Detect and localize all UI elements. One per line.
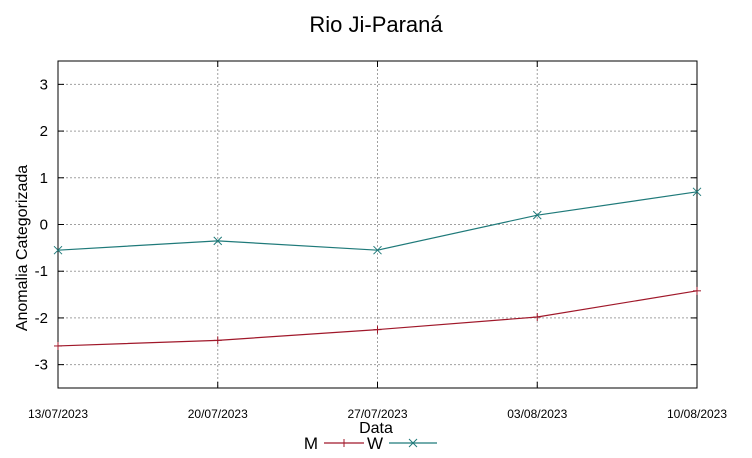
data-point-marker: [373, 245, 382, 255]
data-point-marker: [213, 236, 223, 246]
y-tick-label: 3: [40, 76, 48, 93]
y-tick-label: -3: [35, 357, 48, 374]
x-axis-label: Data: [359, 420, 393, 437]
x-axis-ticks: 13/07/2023 20/07/2023 27/07/2023 03/08/2023…: [28, 61, 727, 421]
x-tick-label: 03/08/2023: [507, 407, 567, 421]
x-tick-label: 20/07/2023: [188, 407, 248, 421]
legend-label-m: M: [304, 434, 318, 453]
y-axis-label: Anomalia Categorizada: [14, 165, 31, 331]
y-tick-label: 2: [40, 123, 48, 140]
x-tick-label: 10/08/2023: [667, 407, 727, 421]
y-tick-label: 0: [40, 217, 48, 234]
legend-label-w: W: [367, 434, 383, 453]
data-point-marker: [532, 210, 542, 220]
grid-lines: [58, 61, 697, 388]
y-tick-label: -1: [35, 263, 48, 280]
series-group: [53, 187, 702, 350]
x-tick-label: 13/07/2023: [28, 407, 88, 421]
data-point-marker: [692, 187, 702, 197]
y-tick-label: 1: [40, 170, 48, 187]
y-tick-label: -2: [35, 310, 48, 327]
data-point-marker: [408, 438, 418, 448]
y-axis-ticks: 3 2 1 0 -1 -2 -3: [35, 76, 697, 374]
x-tick-label: 27/07/2023: [347, 407, 407, 421]
chart-title: Rio Ji-Paraná: [309, 12, 443, 37]
data-point-marker: [53, 245, 63, 255]
